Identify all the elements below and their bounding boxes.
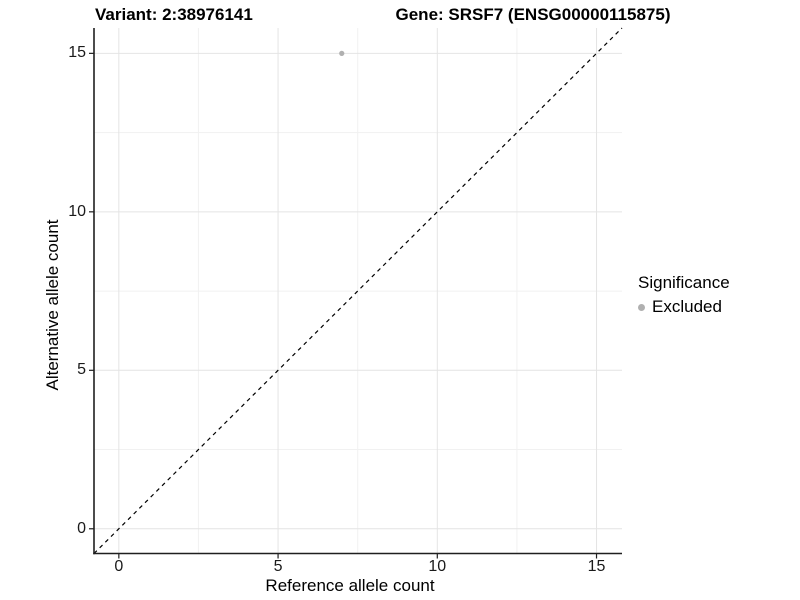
gene-title: Gene: SRSF7 (ENSG00000115875) xyxy=(395,5,671,24)
data-point xyxy=(339,50,345,56)
x-tick-label: 0 xyxy=(114,558,124,575)
legend: Significance Excluded xyxy=(638,273,730,317)
legend-title: Significance xyxy=(638,273,730,292)
x-tick-label: 10 xyxy=(428,558,447,575)
y-tick-label: 0 xyxy=(77,519,86,537)
legend-item-label: Excluded xyxy=(652,297,722,316)
excluded-point-icon xyxy=(638,303,645,311)
x-axis-label: Reference allele count xyxy=(265,576,435,595)
y-tick-label: 10 xyxy=(68,202,86,220)
legend-item-excluded: Excluded xyxy=(638,297,730,317)
x-tick-label: 15 xyxy=(587,558,606,575)
y-tick-label: 5 xyxy=(77,361,86,379)
variant-title: Variant: 2:38976141 xyxy=(95,5,253,24)
x-tick-label: 5 xyxy=(273,558,283,575)
y-tick-label: 15 xyxy=(68,44,86,62)
